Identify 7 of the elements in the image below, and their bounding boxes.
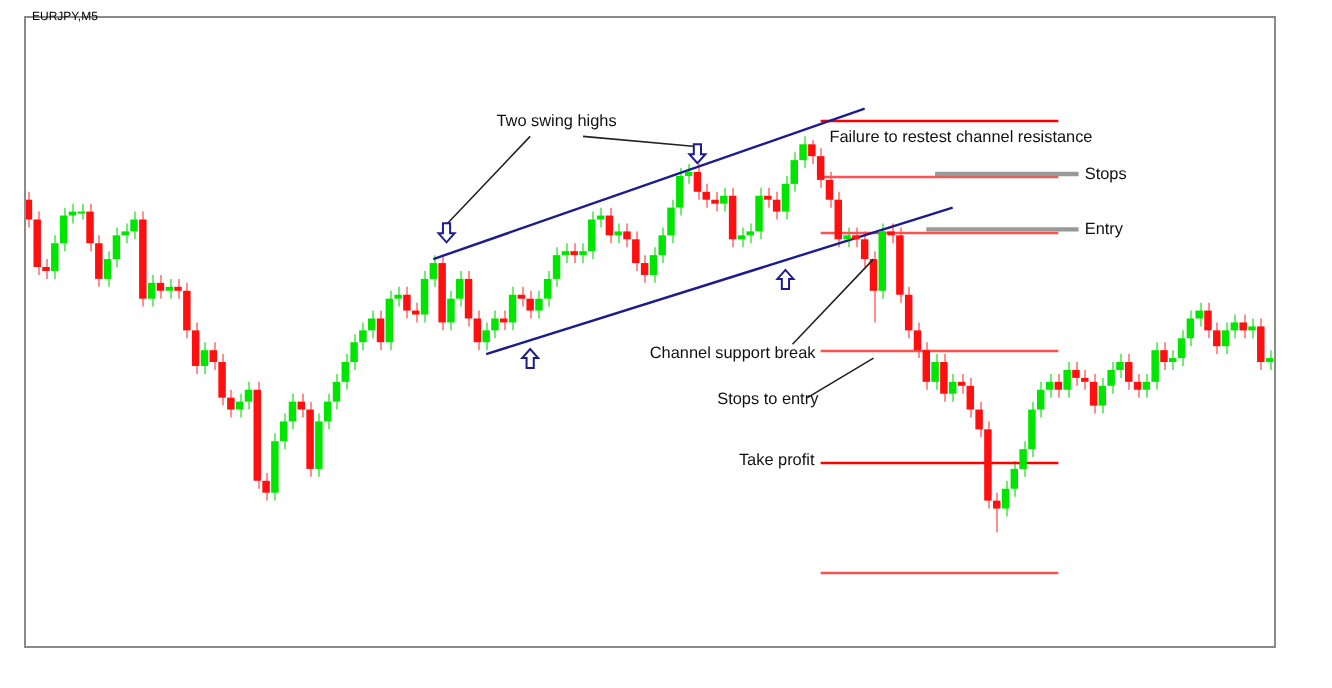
annotation: Take profit: [738, 450, 816, 469]
annotation: Stops: [1084, 164, 1127, 183]
annotation: Failure to restest channel resistance: [829, 128, 1094, 147]
annotation: Stops to entry: [717, 389, 821, 408]
annotation: Channel support break: [649, 344, 818, 363]
annotation: Entry: [1084, 220, 1125, 239]
text: Two swing highs: [496, 112, 617, 131]
